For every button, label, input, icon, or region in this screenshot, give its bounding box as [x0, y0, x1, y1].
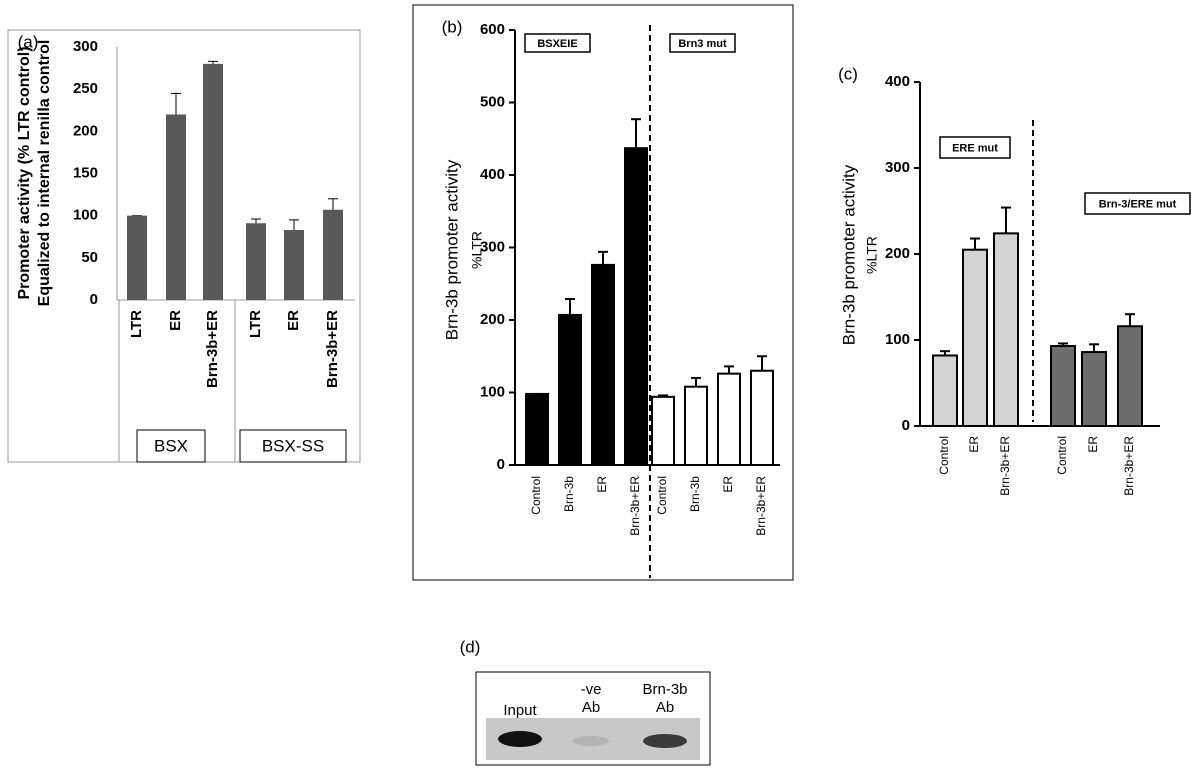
- x-tick-label: Brn-3b+ER: [324, 310, 341, 388]
- group-label: ERE mut: [952, 142, 998, 154]
- bar: [284, 230, 304, 300]
- group-label: Brn3 mut: [678, 38, 727, 50]
- x-tick-label: Brn-3b: [688, 476, 702, 512]
- y-tick-label: 400: [885, 73, 910, 90]
- y-tick-label: 0: [497, 456, 505, 473]
- bar: [127, 215, 147, 300]
- group-label: BSX: [154, 436, 188, 455]
- band: [498, 731, 542, 747]
- y-axis-label: Brn-3b promoter activity: [839, 164, 858, 345]
- x-tick-label: ER: [595, 476, 609, 493]
- y-tick-label: 0: [902, 417, 910, 434]
- y-tick-label: 0: [90, 291, 98, 308]
- lane-label: Ab: [582, 699, 600, 716]
- y-tick-label: 300: [885, 159, 910, 176]
- panel-a-separators: [118, 300, 236, 462]
- x-tick-label: ER: [967, 436, 981, 453]
- x-tick-label: Brn-3b+ER: [1122, 436, 1136, 496]
- y-tick-label: 200: [480, 311, 505, 328]
- bar: [166, 114, 186, 300]
- lane-label: -ve: [581, 681, 602, 698]
- group-label: BSXEIE: [537, 38, 577, 50]
- x-tick-label: Control: [529, 476, 543, 515]
- y-tick-label: 300: [480, 238, 505, 255]
- y-tick-label: 500: [480, 93, 505, 110]
- panel-b-frame: [412, 4, 794, 581]
- bar: [1050, 345, 1076, 427]
- bar: [1117, 325, 1143, 427]
- bar: [684, 385, 708, 467]
- x-tick-label: LTR: [128, 310, 145, 338]
- lane-label: Ab: [656, 699, 674, 716]
- bar: [993, 232, 1019, 427]
- bar: [651, 395, 675, 467]
- y-tick-label: 100: [480, 383, 505, 400]
- y-tick-label: 200: [885, 245, 910, 262]
- x-tick-label: Brn-3b: [562, 476, 576, 512]
- panel-label: (b): [442, 17, 463, 36]
- x-tick-label: Brn-3b+ER: [998, 436, 1012, 496]
- group-label: BSX-SS: [262, 436, 324, 455]
- y-tick-label: 300: [73, 38, 98, 55]
- x-tick-label: Brn-3b+ER: [204, 310, 221, 388]
- y-tick-label: 50: [81, 249, 98, 266]
- y-tick-label: 400: [480, 166, 505, 183]
- bar: [591, 263, 615, 466]
- band: [573, 736, 609, 746]
- x-tick-label: Control: [655, 476, 669, 515]
- y-tick-label: 100: [885, 331, 910, 348]
- y-axis-label: Equalized to internal renilla control: [36, 40, 53, 307]
- y-axis-label: Promoter activity (% LTR control): [16, 46, 33, 299]
- x-tick-label: ER: [721, 476, 735, 493]
- panel-label: (a): [18, 32, 39, 51]
- group-box: [939, 136, 1011, 159]
- x-tick-label: ER: [285, 310, 302, 331]
- x-tick-label: ER: [167, 310, 184, 331]
- bar: [624, 147, 648, 467]
- gel-frame: [475, 671, 711, 766]
- group-box: [136, 429, 206, 463]
- bar: [932, 354, 958, 428]
- y-tick-label: 200: [73, 122, 98, 139]
- bar: [203, 63, 223, 300]
- group-box: [524, 33, 591, 53]
- group-box: [239, 429, 347, 463]
- band: [643, 734, 687, 748]
- panel-label: (c): [838, 64, 858, 83]
- bar: [323, 209, 343, 300]
- bar: [1081, 351, 1107, 428]
- x-tick-label: Control: [1055, 436, 1069, 475]
- y-tick-label: 100: [73, 207, 98, 224]
- y-tick-label: 150: [73, 164, 98, 181]
- y-axis-label: %LTR: [469, 231, 485, 269]
- y-tick-label: 250: [73, 80, 98, 97]
- bar: [717, 372, 741, 466]
- panel-label: (d): [460, 637, 481, 656]
- lane-label: Brn-3b: [642, 681, 687, 698]
- x-tick-label: Brn-3b+ER: [628, 476, 642, 536]
- bar: [962, 248, 988, 427]
- group-box: [669, 33, 736, 53]
- x-tick-label: Control: [937, 436, 951, 475]
- bar: [750, 369, 774, 466]
- y-axis-label: %LTR: [864, 236, 880, 274]
- x-tick-label: ER: [1086, 436, 1100, 453]
- x-tick-label: LTR: [247, 310, 264, 338]
- lane-label: Input: [503, 702, 537, 719]
- group-box: [1084, 192, 1191, 215]
- bar: [246, 223, 266, 300]
- group-label: Brn-3/ERE mut: [1099, 198, 1177, 210]
- bar: [525, 392, 549, 467]
- y-tick-label: 600: [480, 21, 505, 38]
- x-tick-label: Brn-3b+ER: [754, 476, 768, 536]
- y-axis-label: Brn-3b promoter activity: [442, 159, 461, 340]
- bar: [558, 313, 582, 466]
